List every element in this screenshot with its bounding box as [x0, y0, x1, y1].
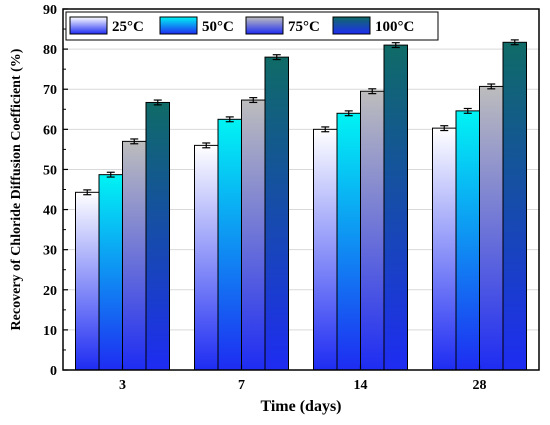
bar-25°C-14 — [313, 128, 338, 371]
y-axis-label: Recovery of Chloride Diffusion Coefficie… — [9, 48, 24, 330]
bar-75°C-28 — [479, 85, 504, 371]
bar-100°C-28 — [502, 41, 527, 371]
bar-100°C-14 — [383, 44, 408, 371]
bar-25°C-28 — [432, 127, 457, 371]
x-tick-label: 7 — [238, 378, 245, 393]
y-tick-label: 30 — [43, 244, 57, 259]
y-tick-label: 20 — [43, 284, 57, 299]
bar-50°C-3 — [98, 174, 123, 371]
y-tick-label: 10 — [43, 324, 57, 339]
bar-75°C-14 — [360, 90, 385, 371]
x-tick-label: 3 — [119, 378, 126, 393]
x-tick-label: 14 — [354, 378, 368, 393]
y-tick-label: 40 — [43, 204, 57, 219]
legend-label-1: 50°C — [202, 19, 234, 35]
y-tick-label: 50 — [43, 163, 57, 178]
bar-50°C-7 — [217, 118, 242, 371]
legend-label-2: 75°C — [288, 19, 320, 35]
legend-swatch-1 — [159, 16, 198, 35]
y-tick-label: 80 — [43, 43, 57, 58]
bar-100°C-3 — [145, 101, 170, 371]
legend-swatch-0 — [69, 16, 108, 35]
bar-100°C-7 — [264, 56, 289, 371]
bar-50°C-14 — [336, 112, 361, 371]
legend-label-3: 100°C — [375, 19, 414, 35]
legend: 25°C 50°C 75°C 100°C — [65, 11, 439, 41]
legend-label-0: 25°C — [112, 19, 144, 35]
y-tick-label: 0 — [50, 364, 57, 379]
legend-swatch-3 — [332, 16, 371, 35]
y-tick-label: 60 — [43, 123, 57, 138]
x-axis-label: Time (days) — [260, 398, 341, 415]
ticks: 0 10 20 30 40 50 60 70 80 90 3 7 14 28 — [43, 3, 487, 393]
legend-swatch-2 — [245, 16, 284, 35]
bar-50°C-28 — [455, 110, 480, 371]
bar-75°C-3 — [122, 140, 147, 371]
bar-25°C-7 — [194, 144, 219, 371]
x-tick-label: 28 — [473, 378, 487, 393]
bar-25°C-3 — [75, 191, 100, 371]
y-tick-label: 70 — [43, 83, 57, 98]
bar-75°C-7 — [241, 99, 266, 371]
y-tick-label: 90 — [43, 3, 57, 18]
